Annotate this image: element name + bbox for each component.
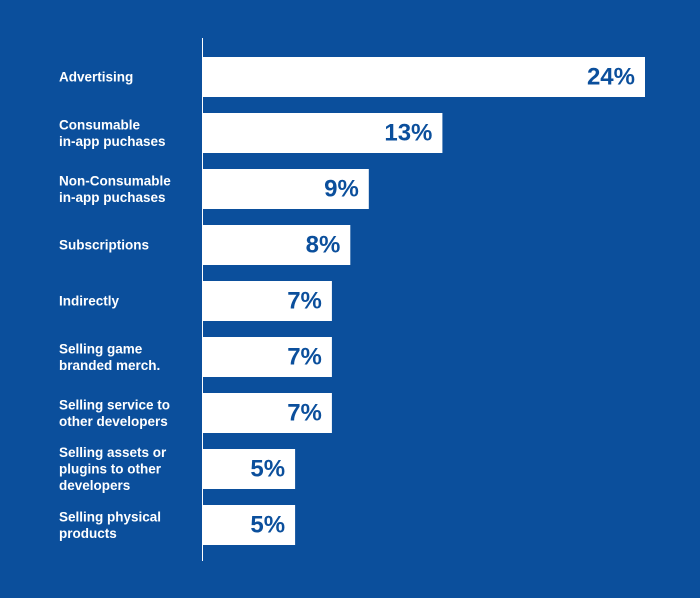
category-label: Selling physical products [59,509,161,541]
bar [203,169,369,209]
bar-value-label: 24% [587,64,635,91]
category-label-line: in-app puchases [59,134,166,149]
bar-value-label: 9% [324,176,359,203]
category-label-line: Selling game [59,341,143,356]
category-label-line: in-app puchases [59,190,166,205]
category-label: Non-Consumable in-app puchases [59,173,171,205]
bar [203,113,443,153]
bar-value-label: 13% [384,120,432,147]
category-label-line: Selling physical [59,509,161,524]
category-label: Advertising [59,70,133,85]
category-label-line: plugins to other [59,462,162,477]
bar [203,225,351,265]
bar [203,281,332,321]
bar [203,337,332,377]
bar-value-label: 5% [250,512,285,539]
category-label: Selling service to other developers [59,397,170,429]
bar-group: 24% Advertising 13% Consumable in-app puchas… [59,57,645,545]
category-label: Consumable in-app puchases [59,117,166,149]
category-label: Selling assets or plugins to other develop… [59,445,167,493]
bar-value-label: 8% [306,232,341,259]
category-label-line: developers [59,478,130,493]
bar-value-label: 5% [250,456,285,483]
bar-value-label: 7% [287,344,322,371]
category-label: Selling game branded merch. [59,341,160,373]
category-label-line: Non-Consumable [59,173,171,188]
category-label-line: products [59,526,117,541]
category-label-line: branded merch. [59,358,160,373]
category-label-line: Advertising [59,70,133,85]
category-label: Subscriptions [59,238,149,253]
category-label-line: Selling service to [59,397,170,412]
bar [203,57,645,97]
category-label-line: Indirectly [59,294,120,309]
bar [203,449,296,489]
bar [203,505,296,545]
category-label-line: Subscriptions [59,238,149,253]
category-label-line: Consumable [59,117,141,132]
category-label-line: Selling assets or [59,445,167,460]
bar-value-label: 7% [287,400,322,427]
category-label: Indirectly [59,294,120,309]
category-label-line: other developers [59,414,168,429]
bar [203,393,332,433]
bar-value-label: 7% [287,288,322,315]
